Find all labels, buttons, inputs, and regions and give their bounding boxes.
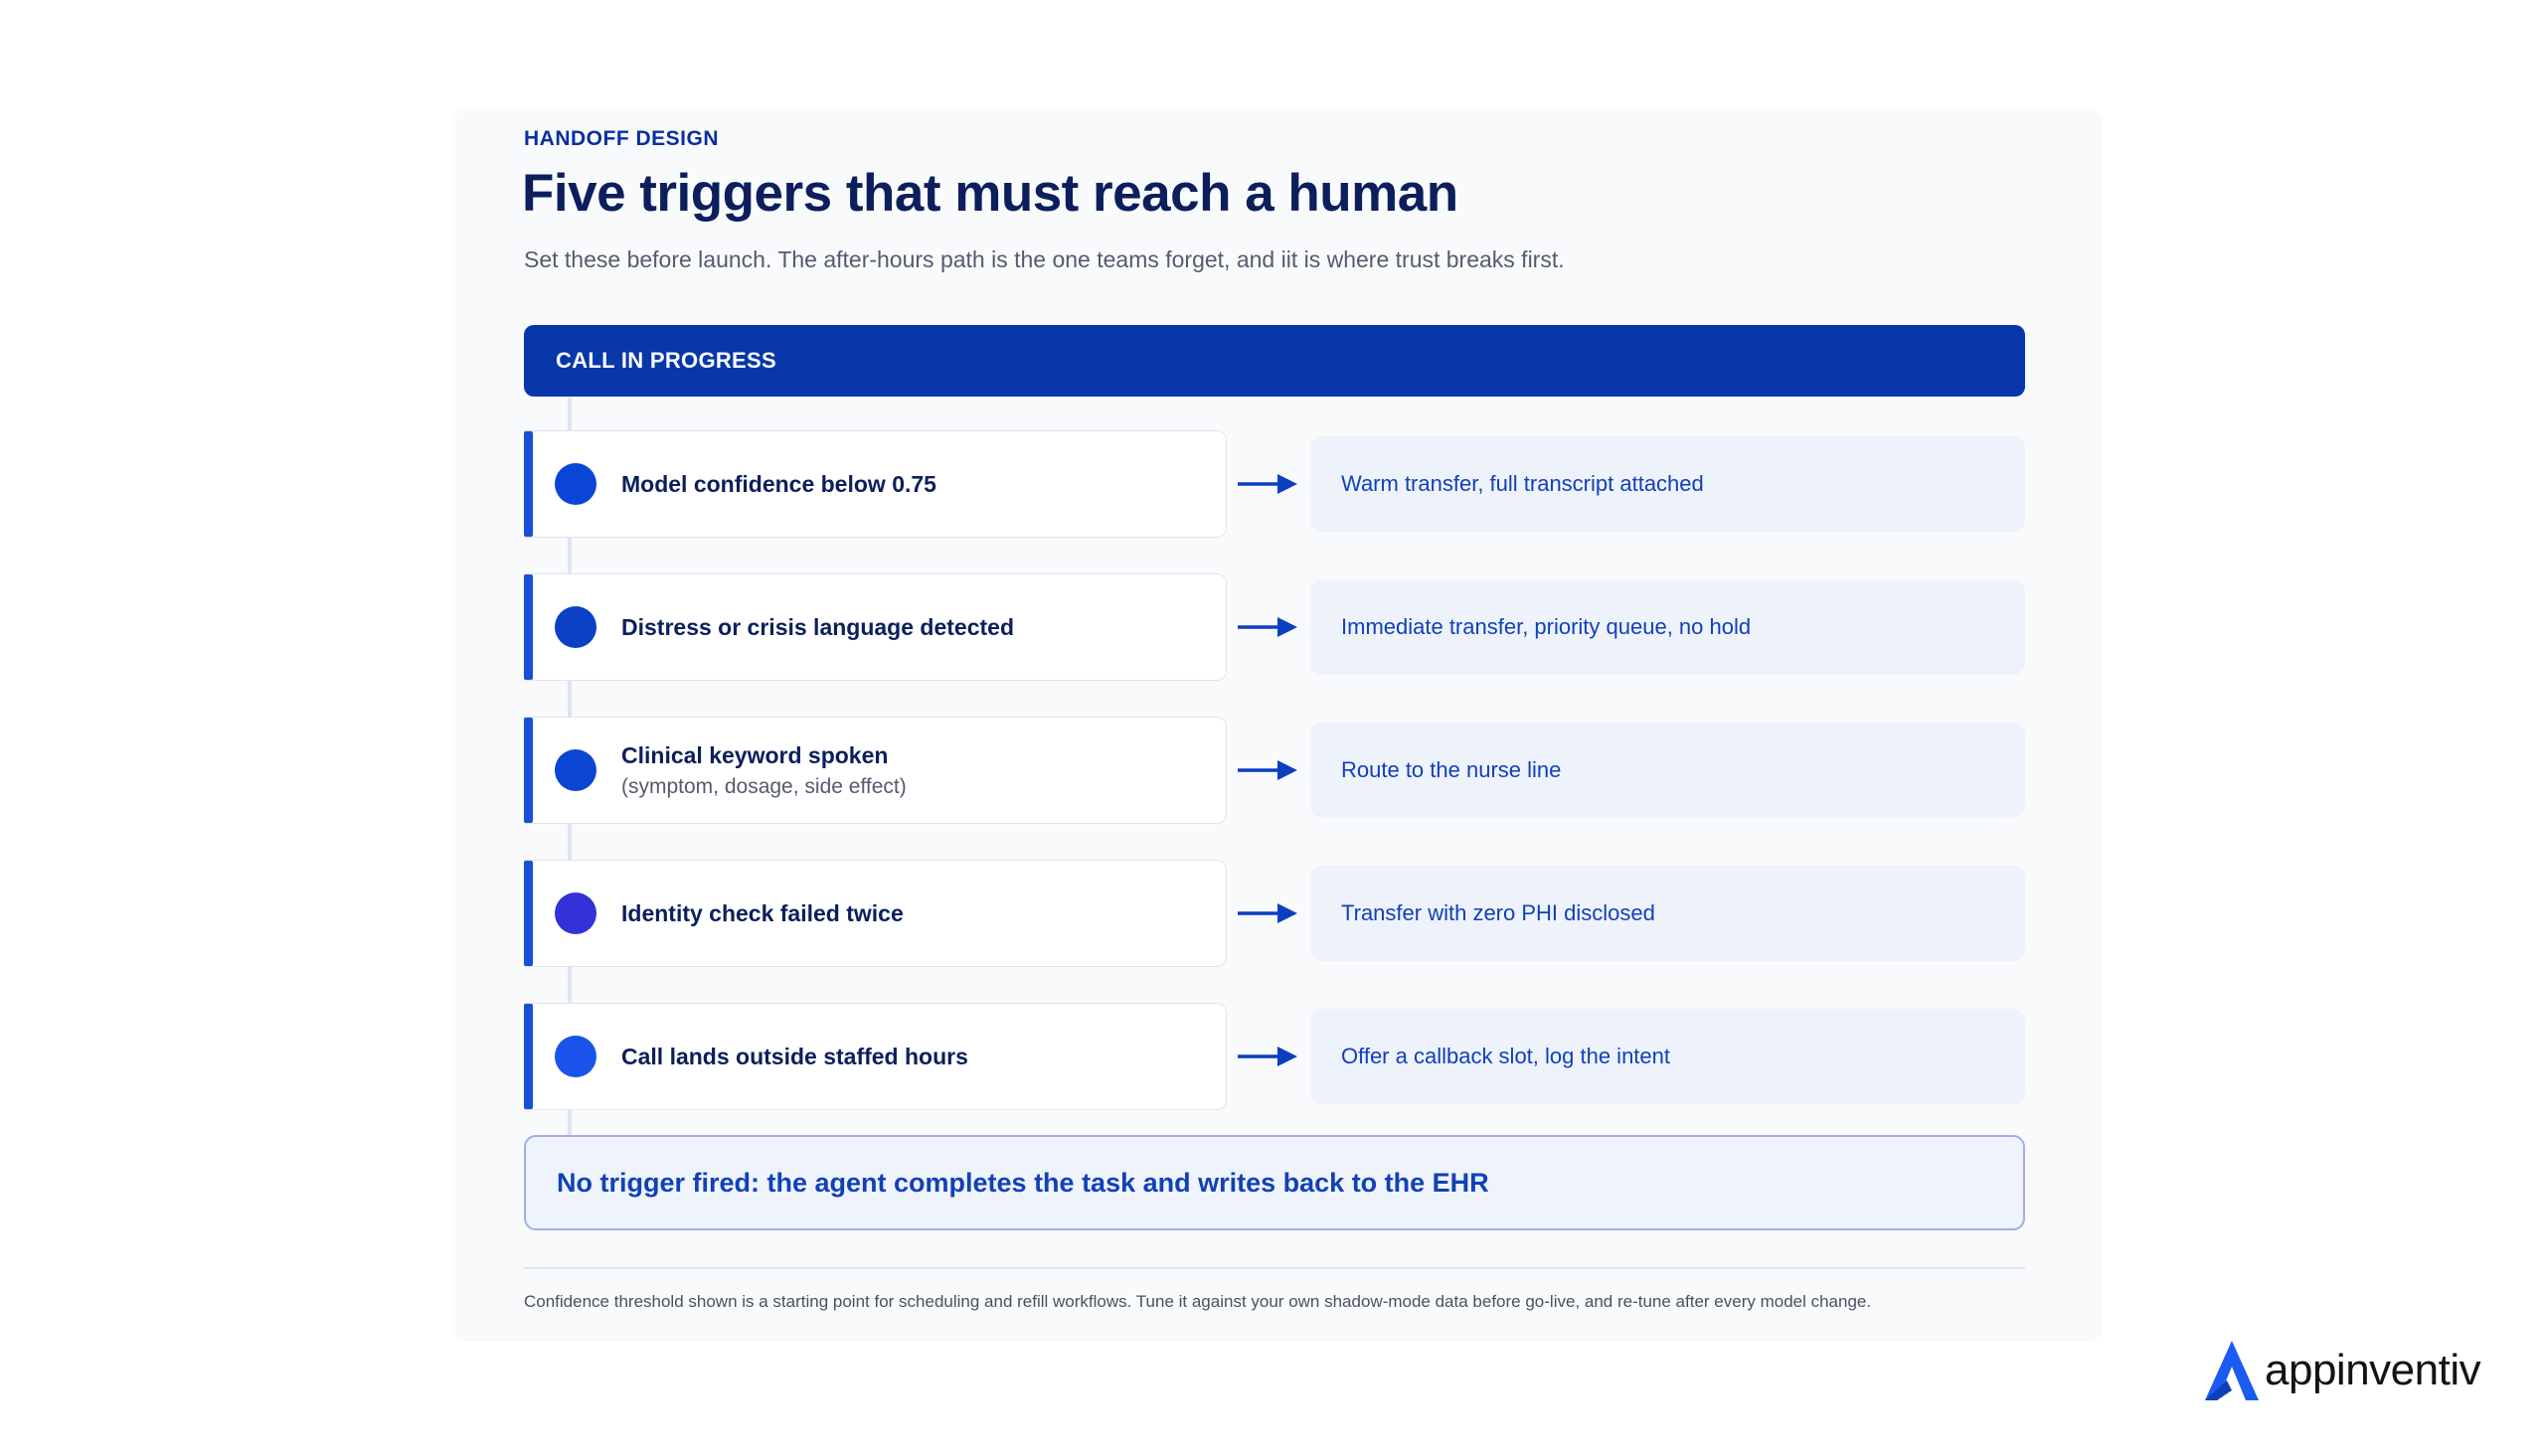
trigger-label-group: Model confidence below 0.75 <box>621 431 936 537</box>
arrow-right-icon <box>1238 1047 1297 1066</box>
banner-label: CALL IN PROGRESS <box>556 348 776 373</box>
trigger-label: Model confidence below 0.75 <box>621 470 936 497</box>
call-in-progress-banner: CALL IN PROGRESS <box>524 325 2025 397</box>
trigger-label-group: Identity check failed twice <box>621 861 904 966</box>
page-title: Five triggers that must reach a human <box>522 164 1458 223</box>
trigger-card: Identity check failed twice <box>524 860 1227 967</box>
appinventiv-logo-icon <box>2205 1341 2259 1400</box>
trigger-card: Model confidence below 0.75 <box>524 430 1227 538</box>
trigger-label-group: Clinical keyword spoken (symptom, dosage,… <box>621 718 907 823</box>
arrow-right-icon <box>1238 474 1297 494</box>
trigger-card: Clinical keyword spoken (symptom, dosage,… <box>524 717 1227 824</box>
trigger-dot-icon <box>555 749 596 791</box>
outcome-box: Warm transfer, full transcript attached <box>1310 436 2025 532</box>
outcome-label: Route to the nurse line <box>1341 757 1562 782</box>
outcome-label: Offer a callback slot, log the intent <box>1341 1044 1670 1068</box>
outcome-box: Offer a callback slot, log the intent <box>1310 1009 2025 1104</box>
trigger-dot-icon <box>555 892 596 934</box>
no-trigger-fallback-box: No trigger fired: the agent completes th… <box>524 1135 2025 1230</box>
arrow-right-icon <box>1238 760 1297 780</box>
eyebrow-label: HANDOFF DESIGN <box>524 127 719 150</box>
trigger-accent-bar <box>524 431 533 537</box>
trigger-label: Distress or crisis language detected <box>621 613 1014 640</box>
trigger-card: Call lands outside staffed hours <box>524 1003 1227 1110</box>
trigger-detail: (symptom, dosage, side effect) <box>621 774 907 798</box>
trigger-dot-icon <box>555 463 596 505</box>
arrow-right-icon <box>1238 617 1297 637</box>
trigger-accent-bar <box>524 861 533 966</box>
outcome-label: Transfer with zero PHI disclosed <box>1341 900 1655 925</box>
fallback-label: No trigger fired: the agent completes th… <box>557 1167 1489 1198</box>
outcome-box: Transfer with zero PHI disclosed <box>1310 866 2025 961</box>
trigger-label: Identity check failed twice <box>621 899 904 926</box>
trigger-dot-icon <box>555 1036 596 1077</box>
trigger-card: Distress or crisis language detected <box>524 573 1227 681</box>
footer-divider <box>524 1267 2025 1269</box>
brand-logo: appinventiv <box>2199 1336 2481 1405</box>
brand-name: appinventiv <box>2265 1346 2481 1394</box>
footnote: Confidence threshold shown is a starting… <box>524 1292 1872 1311</box>
outcome-box: Route to the nurse line <box>1310 723 2025 818</box>
outcome-box: Immediate transfer, priority queue, no h… <box>1310 579 2025 675</box>
trigger-accent-bar <box>524 1004 533 1109</box>
page-subtitle: Set these before launch. The after-hours… <box>524 246 1565 272</box>
trigger-label-group: Call lands outside staffed hours <box>621 1004 968 1109</box>
trigger-label-group: Distress or crisis language detected <box>621 574 1014 680</box>
arrow-right-icon <box>1238 903 1297 923</box>
outcome-label: Immediate transfer, priority queue, no h… <box>1341 614 1752 639</box>
outcome-label: Warm transfer, full transcript attached <box>1341 471 1704 496</box>
trigger-dot-icon <box>555 606 596 648</box>
trigger-label: Call lands outside staffed hours <box>621 1043 968 1069</box>
trigger-accent-bar <box>524 718 533 823</box>
trigger-accent-bar <box>524 574 533 680</box>
trigger-label: Clinical keyword spoken <box>621 741 889 768</box>
